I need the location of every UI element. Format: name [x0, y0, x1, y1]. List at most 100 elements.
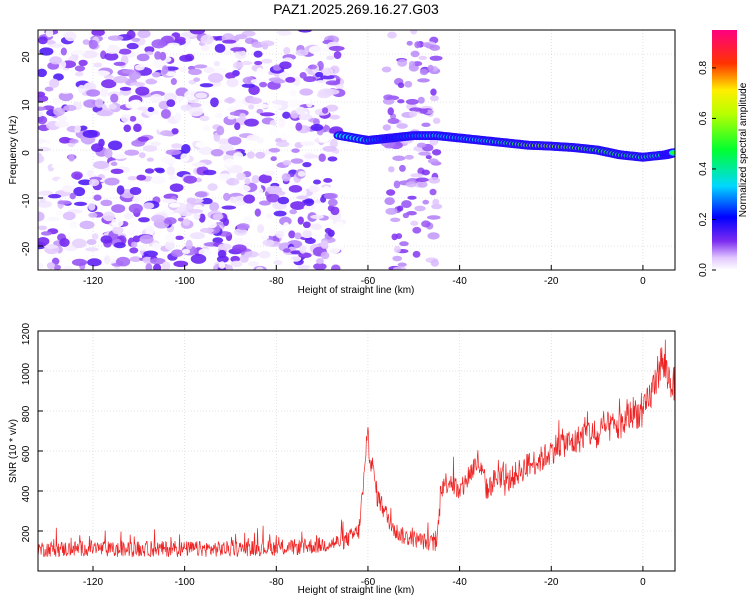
noise-cell	[94, 98, 104, 108]
noise-cell	[392, 155, 406, 161]
noise-cell	[261, 124, 276, 130]
noise-cell	[408, 60, 416, 68]
noise-cell	[163, 217, 177, 225]
noise-cell	[407, 195, 417, 200]
noise-cell	[38, 115, 48, 125]
noise-cell	[70, 50, 86, 56]
spectrogram-x-tick-label: -60	[361, 276, 376, 287]
noise-cell	[244, 118, 259, 127]
noise-cell	[74, 201, 87, 207]
noise-cell	[270, 156, 277, 162]
noise-cell	[284, 36, 293, 44]
noise-cell	[235, 98, 242, 109]
noise-cell	[285, 76, 296, 83]
noise-cell	[299, 72, 307, 79]
noise-cell	[193, 262, 204, 270]
noise-cell	[313, 262, 327, 270]
noise-cell	[123, 212, 135, 220]
noise-cell	[415, 177, 429, 183]
noise-cell	[236, 223, 250, 231]
noise-cell	[218, 261, 226, 269]
noise-cell	[410, 30, 418, 35]
noise-cell	[386, 189, 396, 196]
noise-cell	[224, 264, 233, 270]
noise-cell	[88, 39, 98, 49]
spectrogram-y-tick-label: 20	[21, 51, 32, 63]
noise-cell	[320, 251, 330, 260]
noise-cell	[387, 107, 394, 116]
colorbar-tick-label: 0.2	[698, 212, 709, 226]
noise-cell	[422, 42, 431, 48]
colorbar-ticks: 0.0 0.2 0.4 0.6 0.8	[698, 61, 716, 277]
noise-cell	[38, 111, 44, 118]
noise-cell	[194, 64, 208, 69]
noise-cell	[302, 161, 312, 168]
noise-cell	[209, 202, 220, 212]
spectrogram-xlabel: Height of straight line (km)	[298, 285, 415, 296]
noise-cell	[234, 34, 248, 40]
noise-cell	[46, 262, 55, 270]
noise-cell	[129, 81, 146, 87]
noise-cell	[282, 222, 290, 231]
noise-cell	[82, 39, 90, 45]
noise-cell	[255, 266, 264, 270]
noise-cell	[268, 227, 277, 237]
noise-cell	[170, 249, 184, 257]
noise-cell	[244, 177, 251, 185]
noise-cell	[248, 97, 263, 105]
noise-cell	[303, 98, 312, 104]
colorbar-tick-label: 0.6	[698, 111, 709, 125]
noise-cell	[184, 90, 199, 100]
noise-cell	[221, 205, 237, 210]
noise-cell	[224, 158, 235, 167]
noise-cell	[168, 175, 178, 181]
noise-cell	[128, 71, 141, 80]
noise-cell	[387, 117, 400, 124]
noise-cell	[136, 174, 147, 181]
noise-cell	[64, 31, 77, 42]
noise-cell	[93, 62, 103, 68]
noise-cell	[279, 61, 292, 70]
noise-cell	[241, 61, 253, 66]
noise-cell	[280, 133, 288, 141]
noise-cell	[151, 71, 161, 78]
noise-cell	[327, 205, 335, 212]
noise-cell	[100, 87, 109, 98]
noise-cell	[113, 242, 126, 249]
noise-cell	[269, 120, 277, 127]
noise-cell	[283, 47, 291, 55]
noise-cell	[58, 91, 74, 102]
noise-cell	[303, 198, 315, 207]
noise-cell	[136, 106, 149, 111]
noise-cell	[181, 248, 191, 254]
noise-cell	[47, 216, 60, 222]
noise-cell	[53, 73, 64, 81]
noise-cell	[226, 178, 240, 186]
spectrogram-cells	[38, 30, 675, 270]
noise-cell	[289, 255, 302, 262]
noise-cell	[57, 200, 72, 205]
colorbar-label: Normalized spectral amplitude	[738, 82, 749, 217]
noise-cell	[101, 40, 110, 51]
noise-cell	[288, 230, 296, 239]
colorbar: 0.0 0.2 0.4 0.6 0.8 Normalized spectral ampl…	[698, 30, 749, 277]
noise-cell	[123, 124, 132, 133]
noise-cell	[308, 185, 320, 193]
noise-cell	[73, 186, 86, 197]
snr-y-tick-label: 1000	[21, 362, 32, 385]
noise-cell	[396, 205, 404, 212]
noise-cell	[56, 177, 70, 188]
noise-cell	[295, 49, 309, 57]
noise-cell	[146, 157, 154, 162]
noise-cell	[113, 61, 126, 66]
noise-cell	[160, 108, 171, 119]
noise-cell	[171, 143, 183, 149]
noise-cell	[410, 173, 424, 178]
noise-cell	[227, 136, 242, 146]
noise-cell	[322, 145, 337, 152]
noise-cell	[432, 198, 440, 206]
noise-cell	[111, 154, 128, 159]
noise-cell	[94, 225, 105, 232]
noise-cell	[38, 106, 47, 111]
noise-cell	[409, 107, 423, 112]
